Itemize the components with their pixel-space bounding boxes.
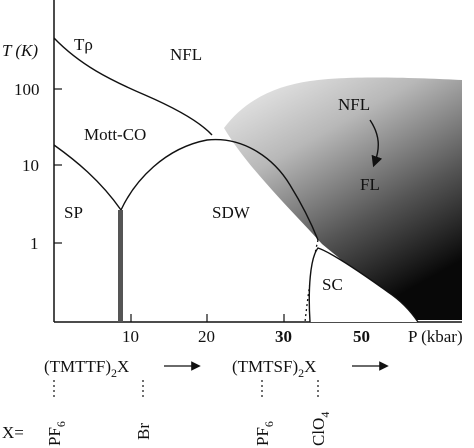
sc-boundary-line (308, 247, 419, 323)
x-tick-label-10: 10 (122, 327, 139, 346)
fl-label: FL (360, 175, 380, 194)
sc-label: SC (322, 275, 343, 294)
sp-label: SP (64, 203, 83, 222)
tmtsf-compound-label: (TMTSF)2X (232, 357, 316, 380)
anion-pf6-2: PF6 (253, 421, 276, 446)
mott-co-boundary-line (53, 144, 122, 211)
nfl-top-label: NFL (170, 45, 202, 64)
sdw-label: SDW (212, 203, 251, 222)
y-axis-title: T (K) (2, 41, 38, 60)
br-position-bar (118, 210, 123, 322)
sdw-boundary-line (120, 138, 319, 241)
x-equals-label: X= (2, 423, 24, 442)
t-rho-label: Tρ (74, 35, 93, 54)
y-tick-label-100: 100 (14, 80, 40, 99)
nfl-right-label: NFL (338, 95, 370, 114)
x-tick-label-30: 30 (275, 327, 292, 346)
mott-co-label: Mott-CO (84, 125, 146, 144)
t-rho-crossover-line (53, 37, 213, 136)
tmttf-compound-label: (TMTTF)2X (44, 357, 129, 380)
x-tick-label-50: 50 (353, 327, 370, 346)
nfl-fl-shaded-region (224, 77, 462, 320)
anion-clo4: ClO4 (309, 412, 332, 446)
y-tick-label-1: 1 (30, 234, 39, 253)
nfl-to-fl-arrow (369, 119, 383, 168)
anion-br: Br (134, 423, 153, 440)
anion-pf6-1: PF6 (45, 421, 68, 446)
x-tick-label-20: 20 (198, 327, 215, 346)
x-axis-title: P (kbar) (408, 327, 463, 346)
y-tick-label-10: 10 (22, 156, 39, 175)
